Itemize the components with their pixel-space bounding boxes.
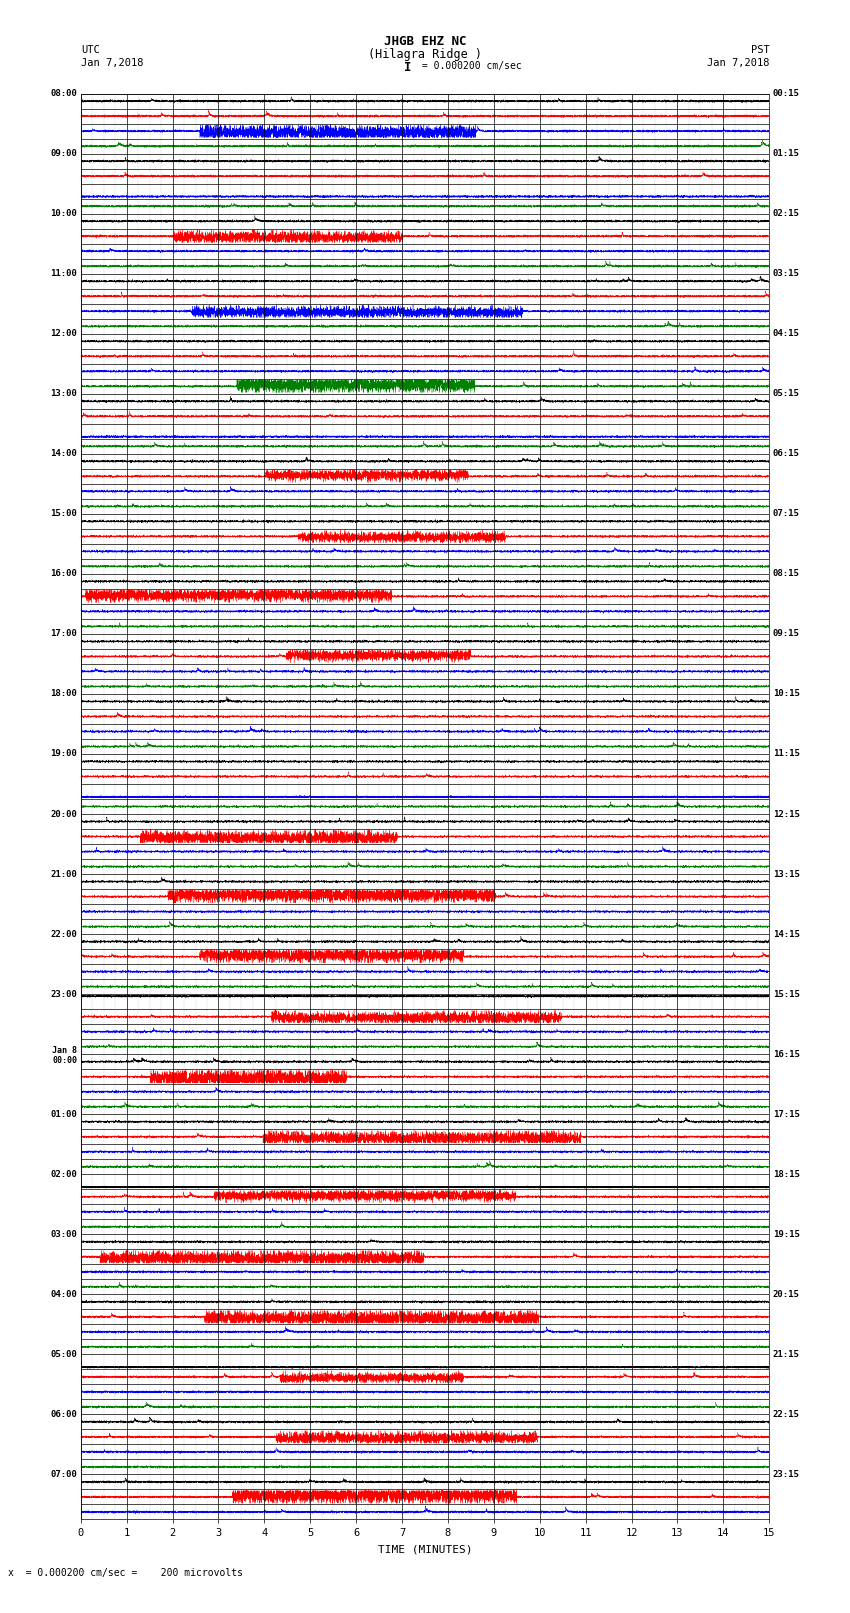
Text: 16:00: 16:00 [50,569,77,579]
Text: 07:15: 07:15 [773,510,800,518]
Text: 18:15: 18:15 [773,1169,800,1179]
Text: 23:00: 23:00 [50,990,77,998]
Text: 08:00: 08:00 [50,89,77,98]
Text: PST: PST [751,45,769,55]
Text: 14:00: 14:00 [50,450,77,458]
Text: Jan 7,2018: Jan 7,2018 [706,58,769,68]
Text: 11:00: 11:00 [50,269,77,277]
Text: 04:15: 04:15 [773,329,800,339]
Text: 05:00: 05:00 [50,1350,77,1358]
Text: 20:00: 20:00 [50,810,77,818]
Text: 18:00: 18:00 [50,689,77,698]
Text: 14:15: 14:15 [773,929,800,939]
Text: 07:00: 07:00 [50,1469,77,1479]
Text: 17:00: 17:00 [50,629,77,639]
Text: 02:00: 02:00 [50,1169,77,1179]
Text: 04:00: 04:00 [50,1290,77,1298]
Text: Jan 8: Jan 8 [53,1047,77,1055]
Text: 02:15: 02:15 [773,210,800,218]
Text: JHGB EHZ NC: JHGB EHZ NC [383,35,467,48]
Text: 12:15: 12:15 [773,810,800,818]
X-axis label: TIME (MINUTES): TIME (MINUTES) [377,1544,473,1553]
Text: 01:00: 01:00 [50,1110,77,1119]
Text: 13:15: 13:15 [773,869,800,879]
Text: 03:15: 03:15 [773,269,800,277]
Text: 21:00: 21:00 [50,869,77,879]
Text: (Hilagra Ridge ): (Hilagra Ridge ) [368,48,482,61]
Text: x  = 0.000200 cm/sec =    200 microvolts: x = 0.000200 cm/sec = 200 microvolts [8,1568,243,1578]
Text: UTC: UTC [81,45,99,55]
Text: 22:00: 22:00 [50,929,77,939]
Text: 20:15: 20:15 [773,1290,800,1298]
Text: 15:15: 15:15 [773,990,800,998]
Text: 15:00: 15:00 [50,510,77,518]
Text: 22:15: 22:15 [773,1410,800,1419]
Text: 09:15: 09:15 [773,629,800,639]
Text: 03:00: 03:00 [50,1229,77,1239]
Text: 01:15: 01:15 [773,148,800,158]
Text: 19:15: 19:15 [773,1229,800,1239]
Text: 06:00: 06:00 [50,1410,77,1419]
Text: 19:00: 19:00 [50,750,77,758]
Text: 00:15: 00:15 [773,89,800,98]
Text: 16:15: 16:15 [773,1050,800,1058]
Text: 00:00: 00:00 [53,1057,77,1065]
Text: 10:00: 10:00 [50,210,77,218]
Text: Jan 7,2018: Jan 7,2018 [81,58,144,68]
Text: 06:15: 06:15 [773,450,800,458]
Text: = 0.000200 cm/sec: = 0.000200 cm/sec [416,61,522,71]
Text: 11:15: 11:15 [773,750,800,758]
Text: 10:15: 10:15 [773,689,800,698]
Text: 12:00: 12:00 [50,329,77,339]
Text: I: I [405,61,411,74]
Text: 09:00: 09:00 [50,148,77,158]
Text: 13:00: 13:00 [50,389,77,398]
Text: 21:15: 21:15 [773,1350,800,1358]
Text: 17:15: 17:15 [773,1110,800,1119]
Text: 08:15: 08:15 [773,569,800,579]
Text: 23:15: 23:15 [773,1469,800,1479]
Text: 05:15: 05:15 [773,389,800,398]
